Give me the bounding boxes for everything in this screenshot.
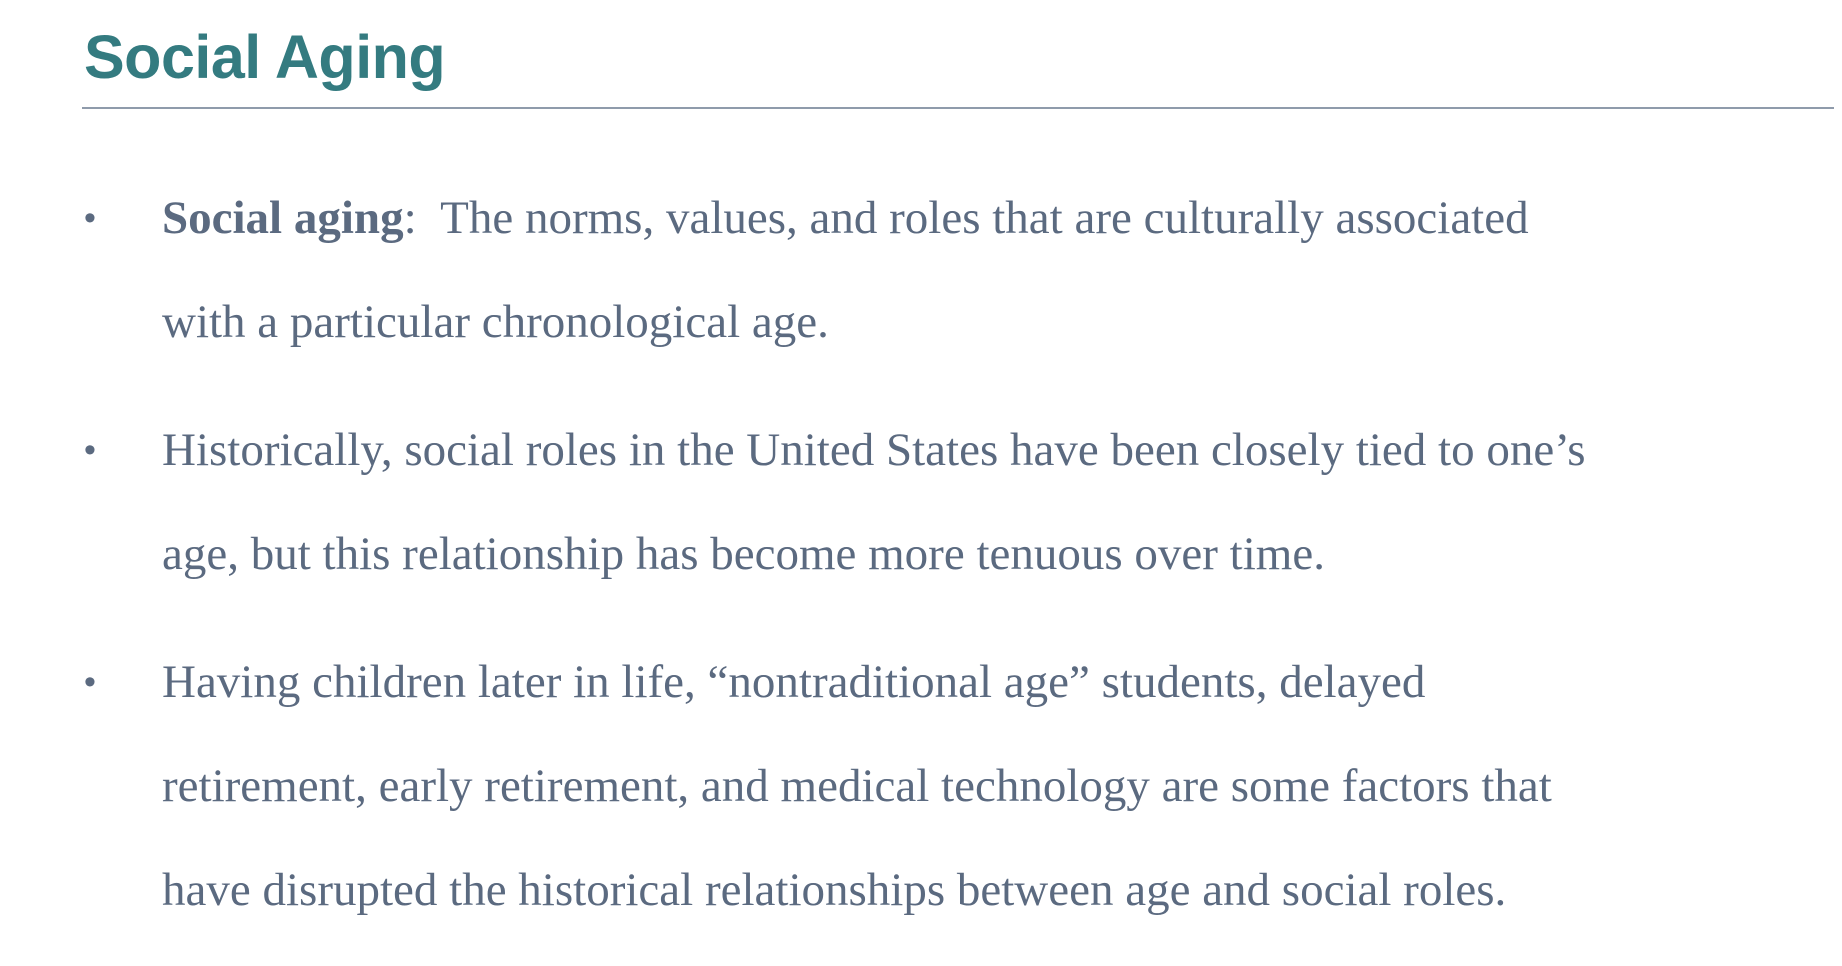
bullet-line: Historically, social roles in the United… (162, 424, 1586, 476)
bullet-item-social-aging-definition: • Social aging: The norms, values, and r… (84, 166, 1804, 374)
bullet-line: age, but this relationship has become mo… (162, 528, 1325, 580)
bullet-item-historical-roles: • Historically, social roles in the Unit… (84, 398, 1804, 606)
bullet-line: have disrupted the historical relationsh… (162, 864, 1507, 916)
bullet-line: retirement, early retirement, and medica… (162, 760, 1552, 812)
bullet-text: The norms, values, and roles that are cu… (440, 192, 1529, 244)
bullet-line: with a particular chronological age. (162, 296, 829, 348)
bullet-item-disrupting-factors: • Having children later in life, “nontra… (84, 630, 1804, 942)
bullet-dot-icon: • (84, 431, 96, 469)
bullet-dot-icon: • (84, 663, 96, 701)
term-suffix: : (403, 192, 417, 244)
bullet-line: Having children later in life, “nontradi… (162, 656, 1426, 708)
slide-title: Social Aging (84, 23, 446, 91)
bullet-dot-icon: • (84, 199, 96, 237)
bullet-line: Social aging: The norms, values, and rol… (162, 166, 1804, 270)
term-heading: Social aging (162, 192, 404, 244)
bullet-list: • Social aging: The norms, values, and r… (84, 166, 1804, 966)
title-divider (82, 107, 1834, 109)
